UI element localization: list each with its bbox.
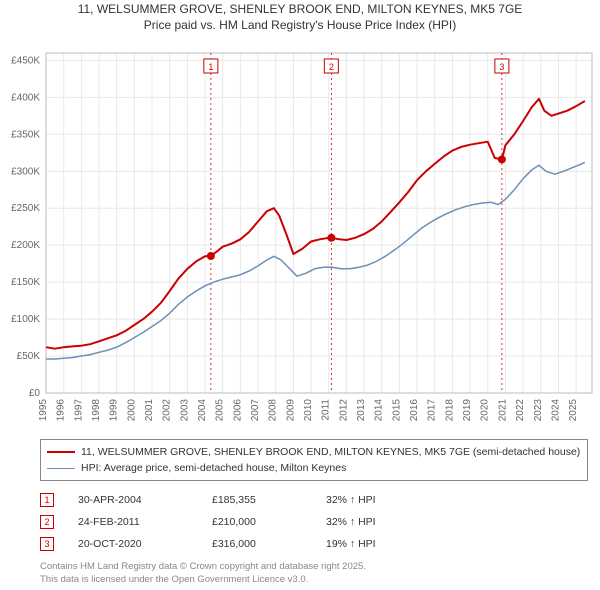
sales-row: 2 24-FEB-2011 £210,000 32% ↑ HPI <box>40 511 588 533</box>
footer-attribution: Contains HM Land Registry data © Crown c… <box>40 561 588 586</box>
sale-price: £185,355 <box>212 494 302 506</box>
footer-line-1: Contains HM Land Registry data © Crown c… <box>40 561 588 573</box>
title-line-2: Price paid vs. HM Land Registry's House … <box>0 18 600 34</box>
svg-text:£350K: £350K <box>11 129 40 140</box>
svg-text:£450K: £450K <box>11 56 40 67</box>
svg-text:2020: 2020 <box>480 399 491 422</box>
svg-text:1: 1 <box>208 62 213 72</box>
svg-text:2022: 2022 <box>515 399 526 422</box>
chart-container: 11, WELSUMMER GROVE, SHENLEY BROOK END, … <box>0 0 600 586</box>
svg-text:2013: 2013 <box>356 399 367 422</box>
legend-row: HPI: Average price, semi-detached house,… <box>47 460 581 476</box>
sale-marker: 2 <box>40 515 54 529</box>
svg-text:2021: 2021 <box>497 399 508 422</box>
svg-text:2006: 2006 <box>232 399 243 422</box>
legend-swatch <box>47 451 75 453</box>
sales-table: 1 30-APR-2004 £185,355 32% ↑ HPI 2 24-FEB-201… <box>40 489 588 555</box>
sale-date: 24-FEB-2011 <box>78 516 188 528</box>
sale-marker: 1 <box>40 493 54 507</box>
sale-price: £210,000 <box>212 516 302 528</box>
sale-price: £316,000 <box>212 538 302 550</box>
svg-text:2018: 2018 <box>444 399 455 422</box>
legend-label: 11, WELSUMMER GROVE, SHENLEY BROOK END, … <box>81 446 580 458</box>
footer-line-2: This data is licensed under the Open Gov… <box>40 574 588 586</box>
svg-text:£150K: £150K <box>11 277 40 288</box>
svg-text:£400K: £400K <box>11 93 40 104</box>
svg-text:2016: 2016 <box>409 399 420 422</box>
svg-text:2007: 2007 <box>250 399 261 422</box>
sale-marker: 3 <box>40 537 54 551</box>
svg-text:3: 3 <box>499 62 504 72</box>
svg-text:2015: 2015 <box>391 399 402 422</box>
legend-row: 11, WELSUMMER GROVE, SHENLEY BROOK END, … <box>47 444 581 460</box>
svg-text:2004: 2004 <box>197 399 208 422</box>
svg-text:2005: 2005 <box>215 399 226 422</box>
svg-text:2011: 2011 <box>321 399 332 421</box>
legend-swatch <box>47 468 75 469</box>
sales-row: 1 30-APR-2004 £185,355 32% ↑ HPI <box>40 489 588 511</box>
svg-text:2: 2 <box>329 62 334 72</box>
svg-text:2025: 2025 <box>568 399 579 422</box>
svg-text:1995: 1995 <box>38 399 49 422</box>
sale-delta: 19% ↑ HPI <box>326 538 416 550</box>
chart-svg: £0 £50K £100K £150K £200K £250K £300K £350K £400… <box>0 33 600 433</box>
svg-text:£200K: £200K <box>11 240 40 251</box>
title-line-1: 11, WELSUMMER GROVE, SHENLEY BROOK END, … <box>0 2 600 18</box>
svg-text:2019: 2019 <box>462 399 473 422</box>
svg-text:2001: 2001 <box>144 399 155 422</box>
svg-text:2023: 2023 <box>533 399 544 422</box>
sale-delta: 32% ↑ HPI <box>326 494 416 506</box>
svg-text:2000: 2000 <box>126 399 137 422</box>
sales-row: 3 20-OCT-2020 £316,000 19% ↑ HPI <box>40 533 588 555</box>
svg-text:1999: 1999 <box>109 399 120 422</box>
title-block: 11, WELSUMMER GROVE, SHENLEY BROOK END, … <box>0 0 600 33</box>
legend: 11, WELSUMMER GROVE, SHENLEY BROOK END, … <box>40 439 588 481</box>
sale-delta: 32% ↑ HPI <box>326 516 416 528</box>
svg-text:2010: 2010 <box>303 399 314 422</box>
svg-text:£100K: £100K <box>11 314 40 325</box>
sale-date: 20-OCT-2020 <box>78 538 188 550</box>
svg-text:1997: 1997 <box>73 399 84 422</box>
svg-text:2009: 2009 <box>285 399 296 422</box>
svg-text:£50K: £50K <box>17 351 41 362</box>
svg-text:1998: 1998 <box>91 399 102 422</box>
svg-text:2012: 2012 <box>338 399 349 422</box>
svg-text:2002: 2002 <box>162 399 173 422</box>
sale-date: 30-APR-2004 <box>78 494 188 506</box>
svg-text:2014: 2014 <box>374 399 385 422</box>
legend-label: HPI: Average price, semi-detached house,… <box>81 462 346 474</box>
chart-area: £0 £50K £100K £150K £200K £250K £300K £350K £400… <box>0 33 600 433</box>
svg-text:£300K: £300K <box>11 166 40 177</box>
svg-text:£250K: £250K <box>11 203 40 214</box>
svg-text:2024: 2024 <box>550 399 561 422</box>
svg-text:2017: 2017 <box>427 399 438 422</box>
svg-text:2008: 2008 <box>268 399 279 422</box>
svg-text:£0: £0 <box>29 388 41 399</box>
svg-text:2003: 2003 <box>179 399 190 422</box>
svg-text:1996: 1996 <box>56 399 67 422</box>
